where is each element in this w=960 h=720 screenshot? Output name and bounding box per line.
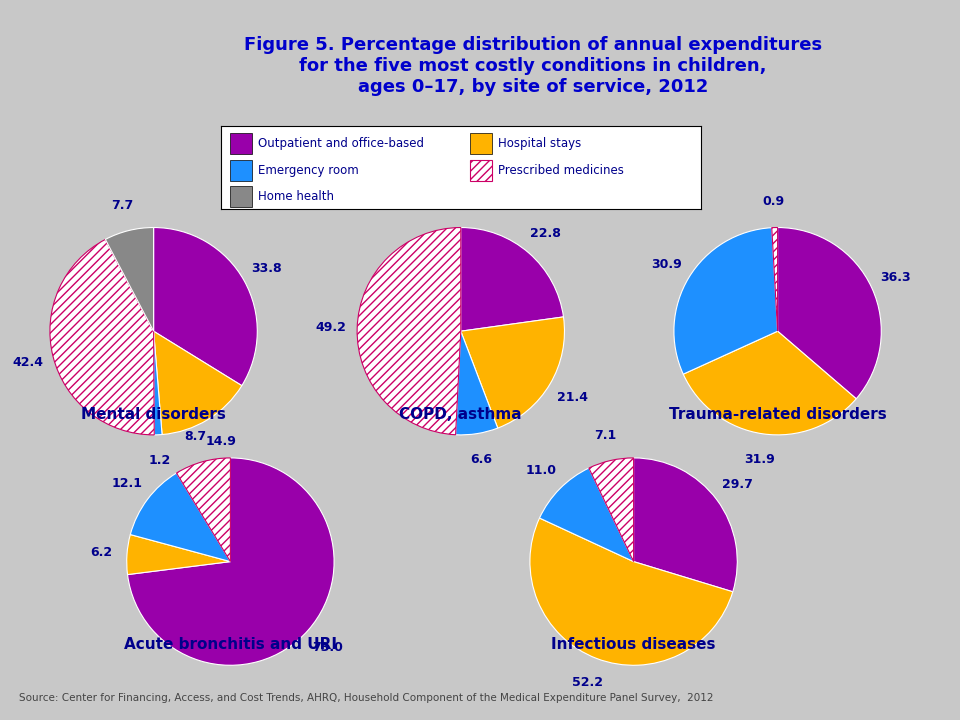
Wedge shape [131, 473, 230, 562]
Text: 36.3: 36.3 [880, 271, 911, 284]
Wedge shape [461, 228, 564, 331]
Text: COPD, asthma: COPD, asthma [399, 407, 522, 422]
Wedge shape [588, 458, 634, 562]
Bar [230, 132, 252, 154]
Text: 31.9: 31.9 [744, 453, 775, 466]
Text: Home health: Home health [258, 190, 334, 203]
Text: 6.2: 6.2 [90, 546, 112, 559]
Text: 8.7: 8.7 [184, 431, 206, 444]
Wedge shape [530, 518, 732, 665]
Wedge shape [674, 228, 778, 374]
Wedge shape [154, 331, 242, 435]
Wedge shape [456, 331, 497, 435]
Text: 12.1: 12.1 [111, 477, 142, 490]
Wedge shape [128, 458, 334, 665]
Text: 22.8: 22.8 [531, 227, 562, 240]
Text: Figure 5. Percentage distribution of annual expenditures
for the five most costl: Figure 5. Percentage distribution of ann… [244, 36, 822, 96]
Text: Outpatient and office-based: Outpatient and office-based [258, 137, 424, 150]
Wedge shape [634, 458, 737, 592]
Text: Hospital stays: Hospital stays [498, 137, 582, 150]
Text: Mental disorders: Mental disorders [82, 407, 226, 422]
Wedge shape [778, 228, 881, 399]
Wedge shape [357, 228, 461, 435]
Text: 14.9: 14.9 [205, 435, 237, 449]
Bar [470, 132, 492, 154]
Wedge shape [106, 228, 154, 331]
Text: 21.4: 21.4 [557, 391, 588, 404]
Text: 1.2: 1.2 [148, 454, 171, 467]
Text: 73.0: 73.0 [312, 641, 343, 654]
Text: Prescribed medicines: Prescribed medicines [498, 164, 624, 177]
Wedge shape [684, 331, 856, 435]
Wedge shape [154, 228, 257, 386]
Text: Source: Center for Financing, Access, and Cost Trends, AHRQ, Household Component: Source: Center for Financing, Access, an… [19, 693, 713, 703]
Text: 6.6: 6.6 [470, 453, 492, 466]
Bar [230, 186, 252, 207]
Wedge shape [50, 240, 155, 435]
Text: Infectious diseases: Infectious diseases [551, 637, 716, 652]
Text: 33.8: 33.8 [252, 261, 282, 274]
Text: 0.9: 0.9 [763, 195, 785, 208]
Wedge shape [177, 458, 230, 562]
Text: 11.0: 11.0 [526, 464, 557, 477]
Text: 52.2: 52.2 [572, 676, 603, 689]
Text: 29.7: 29.7 [722, 478, 754, 491]
Text: Emergency room: Emergency room [258, 164, 359, 177]
Text: 7.1: 7.1 [594, 428, 616, 441]
Wedge shape [154, 331, 162, 435]
Bar [230, 160, 252, 181]
Text: 7.7: 7.7 [111, 199, 133, 212]
Text: 42.4: 42.4 [12, 356, 43, 369]
Text: 30.9: 30.9 [651, 258, 682, 271]
Wedge shape [127, 534, 230, 575]
Wedge shape [461, 317, 564, 428]
Wedge shape [772, 228, 778, 331]
Text: Acute bronchitis and URI: Acute bronchitis and URI [124, 637, 337, 652]
Wedge shape [540, 468, 634, 562]
Text: Trauma-related disorders: Trauma-related disorders [669, 407, 886, 422]
Bar [470, 160, 492, 181]
Text: 49.2: 49.2 [316, 321, 347, 335]
